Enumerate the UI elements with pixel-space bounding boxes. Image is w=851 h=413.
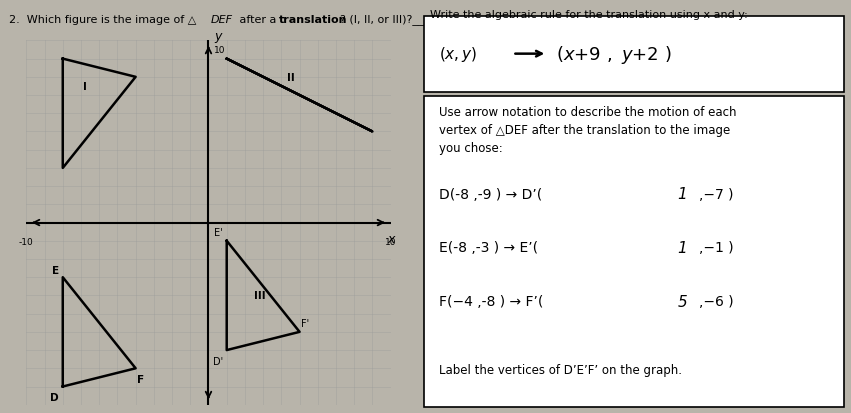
Text: -10: -10	[19, 237, 34, 247]
Text: Label the vertices of D’E’F’ on the graph.: Label the vertices of D’E’F’ on the grap…	[439, 363, 682, 376]
FancyBboxPatch shape	[424, 97, 844, 407]
Text: 10: 10	[214, 46, 226, 55]
Text: ,−7 ): ,−7 )	[700, 187, 734, 201]
Text: D: D	[50, 392, 59, 402]
Text: $(x, y)$: $(x, y)$	[439, 45, 477, 64]
Text: 1: 1	[677, 240, 687, 255]
Text: Use arrow notation to describe the motion of each
vertex of △DEF after the trans: Use arrow notation to describe the motio…	[439, 105, 736, 154]
Text: E(-8 ,-3 ) → E’(: E(-8 ,-3 ) → E’(	[439, 241, 538, 255]
Text: 1: 1	[677, 187, 687, 202]
Text: 2.  Which figure is the image of △: 2. Which figure is the image of △	[9, 15, 196, 25]
Text: ,−1 ): ,−1 )	[700, 241, 734, 255]
Text: II: II	[287, 73, 294, 83]
Text: F': F'	[301, 318, 310, 328]
Text: III: III	[254, 291, 266, 301]
Text: translation: translation	[278, 15, 347, 25]
Text: ,−6 ): ,−6 )	[700, 294, 734, 309]
Text: Write the algebraic rule for the translation using x and y:: Write the algebraic rule for the transla…	[430, 10, 748, 20]
Text: E: E	[52, 266, 59, 276]
Text: F(−4 ,-8 ) → F’(: F(−4 ,-8 ) → F’(	[439, 294, 543, 309]
Text: 10: 10	[385, 237, 397, 247]
Text: E': E'	[214, 228, 223, 237]
Text: after a: after a	[237, 15, 280, 25]
Text: y: y	[214, 30, 221, 43]
Text: D(-8 ,-9 ) → D’(: D(-8 ,-9 ) → D’(	[439, 187, 542, 201]
Text: $( x{+}9\ ,\ y{+}2\ )$: $( x{+}9\ ,\ y{+}2\ )$	[556, 43, 671, 66]
Text: I: I	[83, 82, 87, 92]
Text: DEF: DEF	[211, 15, 232, 25]
FancyBboxPatch shape	[424, 17, 844, 93]
Text: D': D'	[213, 356, 223, 366]
Text: ? (I, II, or III)?_______: ? (I, II, or III)?_______	[340, 14, 452, 25]
Text: x: x	[387, 232, 394, 245]
Text: 5: 5	[677, 294, 687, 309]
Text: F: F	[138, 374, 145, 384]
